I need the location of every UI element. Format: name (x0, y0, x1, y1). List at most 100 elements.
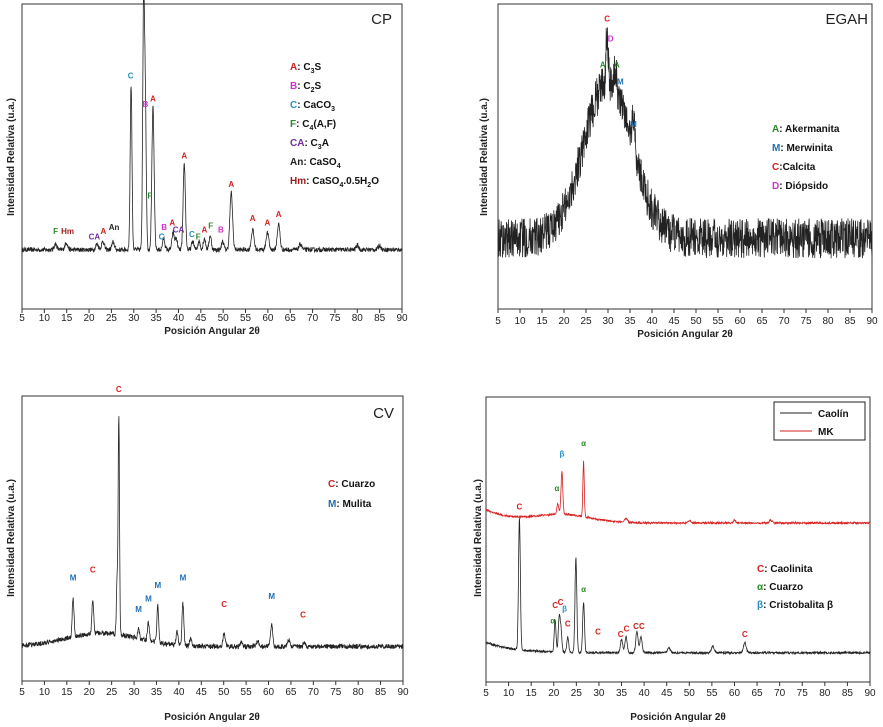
x-tick-label: 60 (734, 316, 746, 327)
phase-legend-entry: β: Cristobalita β (757, 600, 833, 611)
x-tick-label: 35 (151, 313, 163, 324)
x-tick-label: 15 (61, 313, 73, 324)
peak-label: M (145, 594, 152, 603)
x-tick-label: 40 (646, 316, 658, 327)
peak-label: Hm (61, 227, 74, 236)
peak-label: α (581, 439, 586, 448)
x-tick-label: 65 (756, 316, 768, 327)
peak-label: β (562, 605, 567, 614)
phase-legend-entry: CA: C3A (290, 138, 329, 151)
peak-label: C (639, 622, 645, 631)
peak-label: M (154, 581, 161, 590)
panel-title: CP (371, 11, 392, 28)
panel-title: EGAH (825, 11, 868, 28)
x-tick-label: 45 (195, 313, 207, 324)
x-tick-label: 60 (263, 687, 275, 698)
plot-frame (485, 396, 871, 683)
x-tick-label: 30 (128, 687, 140, 698)
peak-label: C (189, 230, 195, 239)
y-axis-label: Intensidad Relativa (u.a.) (473, 479, 484, 597)
plot-frame (497, 3, 873, 310)
x-tick-label: 50 (690, 316, 702, 327)
x-tick-label: 40 (639, 688, 651, 699)
diffraction-series-line (21, 416, 404, 650)
x-tick-label: 50 (218, 687, 230, 698)
x-tick-label: 20 (84, 687, 96, 698)
x-tick-label: 20 (83, 313, 95, 324)
x-tick-label: 40 (173, 687, 185, 698)
phase-legend-entry: C: Cuarzo (328, 479, 375, 490)
x-tick-label: 25 (106, 687, 118, 698)
peak-label: C (633, 622, 639, 631)
x-tick-label: 80 (352, 313, 364, 324)
peak-label: C (90, 565, 96, 574)
x-tick-label: 55 (240, 313, 252, 324)
peak-label: C (221, 600, 227, 609)
x-tick-label: 85 (842, 688, 854, 699)
x-tick-label: 35 (624, 316, 636, 327)
x-tick-label: 35 (151, 687, 163, 698)
phase-legend-entry: B: C2S (290, 81, 321, 94)
panel-cv: CV Posición Angular 2θ Intensidad Relati… (6, 385, 409, 723)
x-tick-label: 55 (706, 688, 718, 699)
x-axis-label: Posición Angular 2θ (164, 326, 260, 337)
x-tick-label: 5 (483, 688, 489, 699)
panel-mk: Posición Angular 2θ Intensidad Relativa … (473, 396, 876, 723)
series-legend-box (773, 401, 866, 441)
plot-frame (21, 3, 403, 310)
x-tick-label: 30 (602, 316, 614, 327)
peak-label: M (617, 77, 624, 86)
peak-label: A (100, 227, 106, 236)
legend-label-caolin: Caolín (818, 409, 849, 420)
peak-label: F (196, 233, 201, 242)
peak-label: CA (89, 233, 101, 242)
x-tick-label: 60 (729, 688, 741, 699)
peak-label: C (742, 630, 748, 639)
x-tick-label: 90 (396, 313, 408, 324)
peak-label: M (630, 120, 637, 129)
peak-label: A (141, 0, 147, 1)
x-tick-label: 25 (106, 313, 118, 324)
peak-label: α (550, 617, 555, 626)
peak-label: C (517, 503, 523, 512)
x-tick-label: 90 (397, 687, 409, 698)
peak-label: C (565, 619, 571, 628)
peak-label: A (150, 95, 156, 104)
peak-label: A (169, 218, 175, 227)
x-tick-label: 20 (558, 316, 570, 327)
x-tick-label: 70 (778, 316, 790, 327)
peak-label: B (142, 100, 148, 109)
x-tick-label: 30 (128, 313, 140, 324)
peak-label: α (554, 484, 559, 493)
peak-label: α (581, 585, 586, 594)
x-tick-label: 45 (196, 687, 208, 698)
phase-legend-entry: M: Mulita (328, 499, 372, 510)
x-tick-label: 55 (712, 316, 724, 327)
peak-label: A (614, 60, 620, 69)
x-tick-label: 70 (307, 313, 319, 324)
legend-label-mk: MK (818, 427, 834, 438)
peak-label: A (202, 226, 208, 235)
x-tick-label: 40 (173, 313, 185, 324)
peak-label: B (218, 226, 224, 235)
peak-label: M (70, 573, 77, 582)
x-tick-label: 25 (571, 688, 583, 699)
peak-label: A (276, 210, 282, 219)
x-tick-label: 75 (797, 688, 809, 699)
panel-title: CV (373, 405, 394, 422)
phase-legend-entry: A: C3S (290, 62, 321, 75)
x-axis-label: Posición Angular 2θ (630, 712, 726, 723)
x-tick-label: 80 (819, 688, 831, 699)
x-tick-label: 80 (353, 687, 365, 698)
x-tick-label: 5 (495, 316, 501, 327)
x-tick-label: 50 (218, 313, 230, 324)
x-tick-label: 10 (39, 687, 51, 698)
x-tick-label: 75 (329, 313, 341, 324)
phase-legend-entry: D: Diópsido (772, 181, 828, 192)
phase-legend-entry: A: Akermanita (772, 124, 840, 135)
peak-label: C (618, 630, 624, 639)
x-tick-label: 50 (684, 688, 696, 699)
x-tick-label: 80 (822, 316, 834, 327)
x-tick-label: 45 (661, 688, 673, 699)
x-tick-label: 35 (616, 688, 628, 699)
